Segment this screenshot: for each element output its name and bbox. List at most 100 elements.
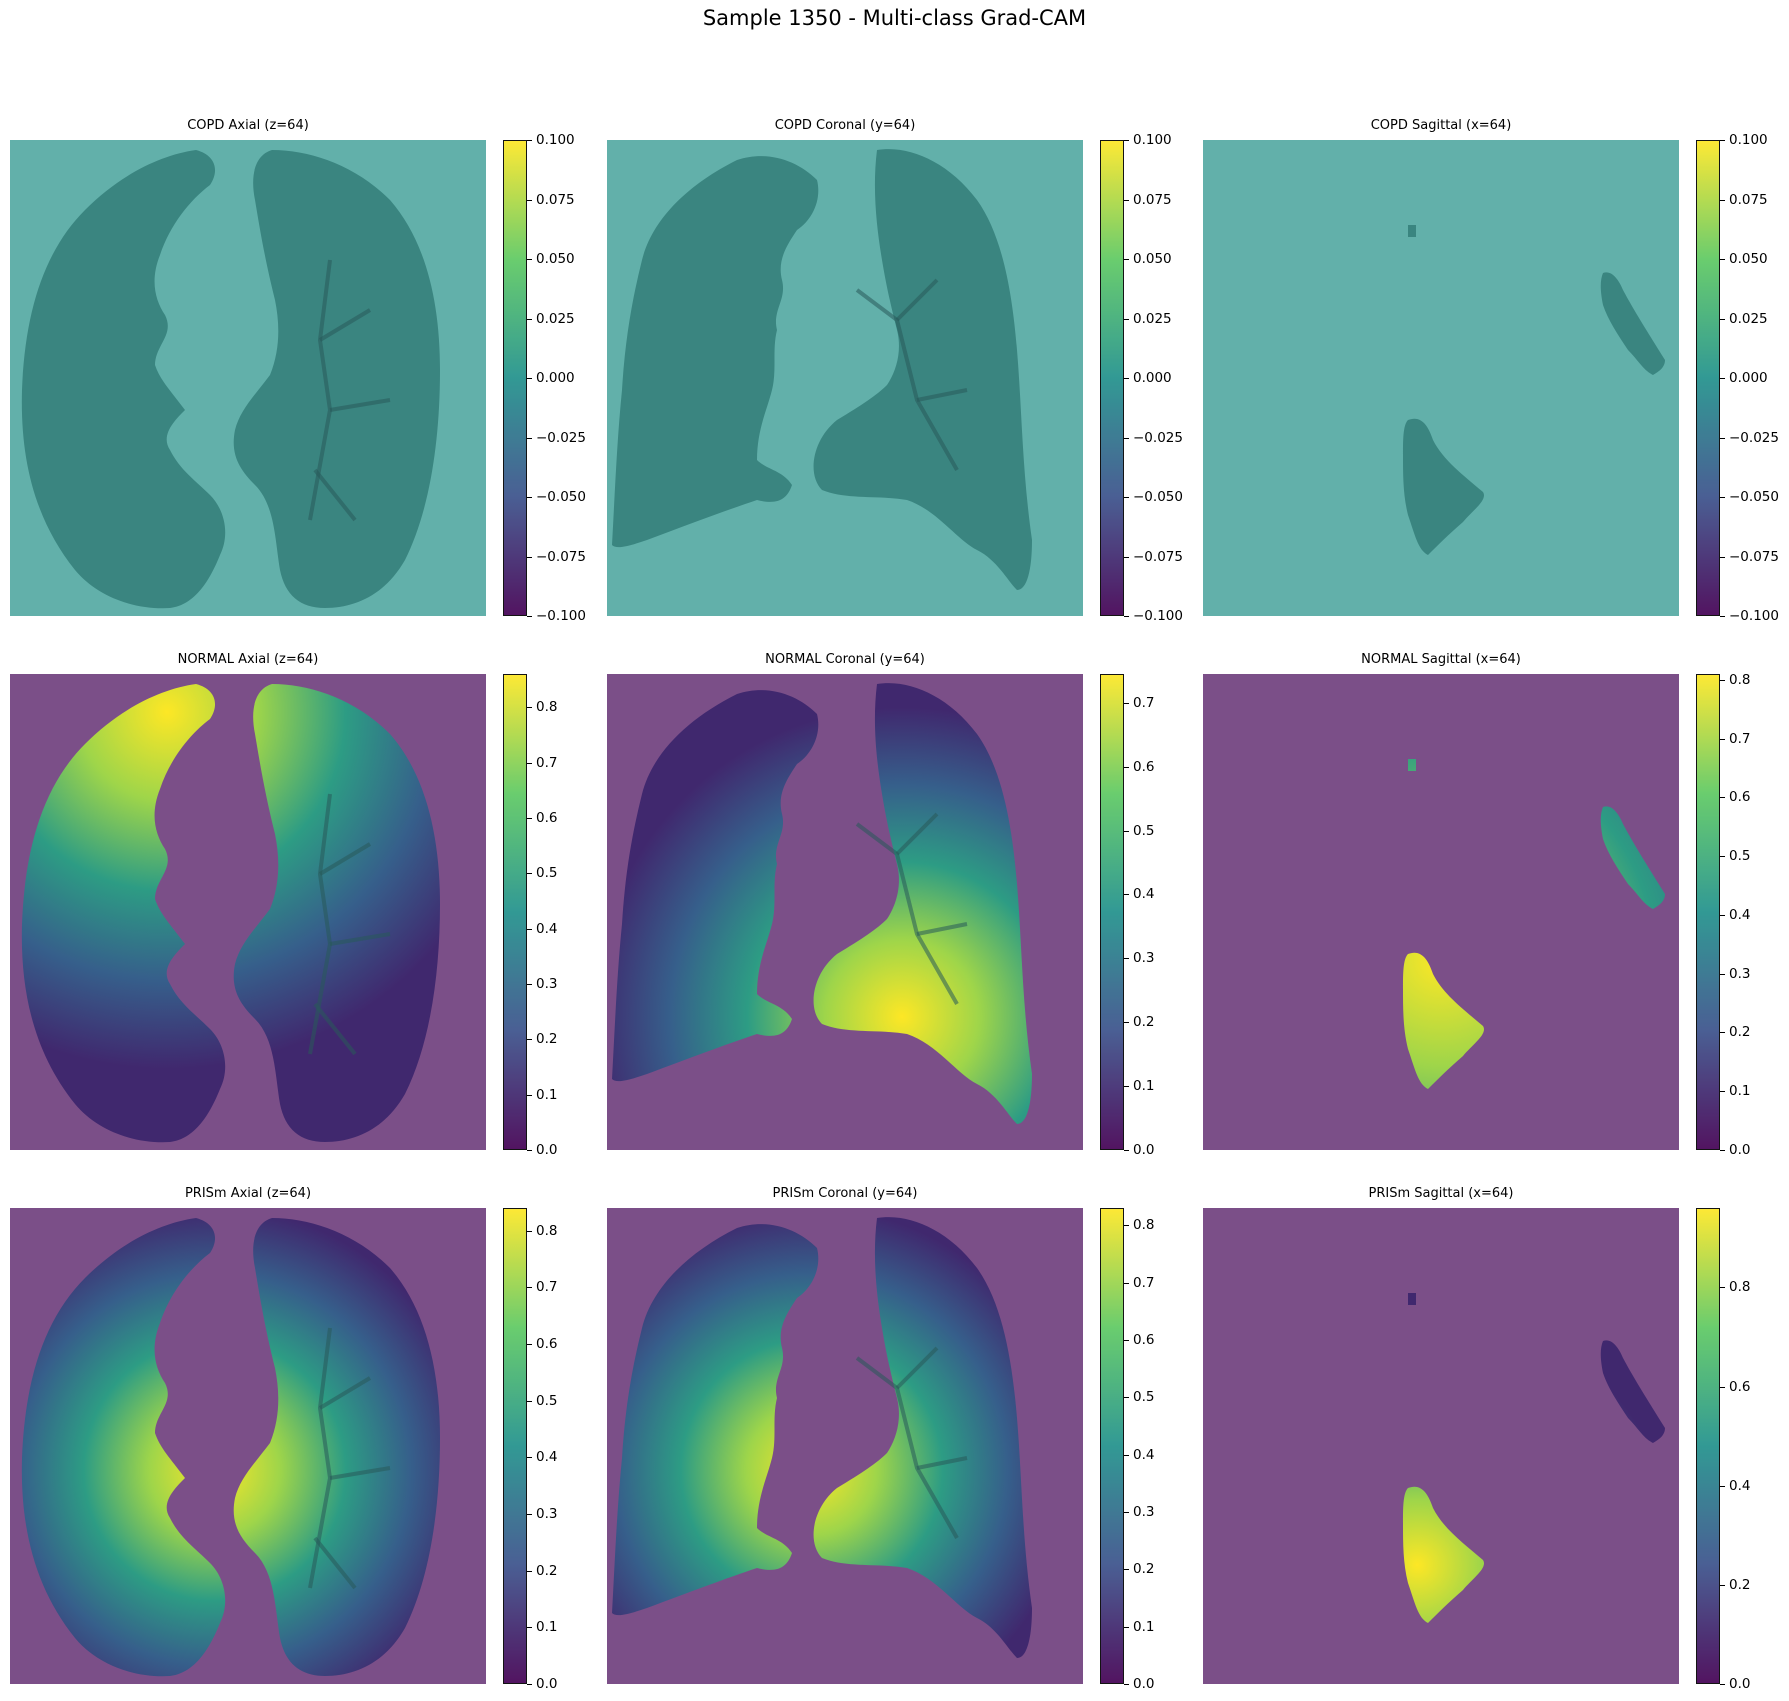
tick-mark — [1124, 497, 1129, 498]
tick-label: −0.025 — [1729, 429, 1779, 446]
tick-mark — [1720, 1150, 1725, 1151]
tick-label: 0.025 — [1729, 310, 1768, 327]
colorbar — [1696, 1208, 1720, 1684]
tick-label: 0.8 — [536, 1222, 558, 1239]
tick-label: 0.5 — [1729, 848, 1751, 865]
lung-region — [21, 1218, 226, 1677]
tick-mark — [1720, 378, 1725, 379]
tick-label: −0.025 — [536, 429, 586, 446]
tick-mark — [527, 259, 532, 260]
tick-mark — [527, 817, 532, 819]
tick-label: 0.000 — [1729, 370, 1768, 386]
tick-label: −0.100 — [536, 608, 586, 624]
image-background — [1203, 674, 1679, 1150]
tick-label: −0.075 — [536, 548, 586, 565]
lung-region — [612, 690, 819, 1082]
tick-label: 0.050 — [536, 251, 575, 267]
image-background — [1203, 140, 1679, 616]
lung-region — [21, 150, 226, 609]
tick-mark — [527, 1627, 532, 1629]
tick-label: 0.4 — [1133, 886, 1155, 903]
lung-region — [612, 156, 819, 548]
colorbar — [1100, 140, 1124, 616]
lung-region — [1403, 1486, 1484, 1623]
tick-label: 0.2 — [536, 1031, 558, 1048]
lung-region — [1403, 418, 1484, 555]
tick-mark — [1720, 556, 1725, 558]
tick-mark — [1720, 1287, 1725, 1289]
tick-mark — [527, 1684, 532, 1685]
tick-mark — [527, 556, 532, 558]
tick-label: 0.3 — [536, 1506, 558, 1522]
tick-mark — [1720, 437, 1725, 439]
panel-title: COPD Sagittal (x=64) — [1370, 118, 1512, 133]
tick-mark — [527, 873, 532, 875]
tick-label: 0.1 — [536, 1619, 558, 1636]
lung-region — [612, 1224, 819, 1616]
tick-mark — [527, 616, 532, 617]
tick-mark — [1720, 259, 1725, 260]
tick-mark — [1720, 1485, 1725, 1487]
tick-mark — [527, 1514, 532, 1515]
tick-label: 0.6 — [1133, 758, 1155, 775]
tick-label: 0.075 — [1729, 191, 1768, 208]
tick-label: 0.0 — [1729, 1142, 1751, 1158]
tick-label: 0.6 — [536, 809, 558, 826]
tick-mark — [527, 1094, 532, 1096]
tick-label: 0.075 — [536, 191, 575, 208]
tick-mark — [527, 1150, 532, 1151]
tick-mark — [527, 318, 532, 320]
tick-mark — [1124, 1225, 1129, 1227]
lung-region — [813, 1217, 1032, 1658]
tick-mark — [527, 378, 532, 379]
tick-label: 0.6 — [1729, 789, 1751, 806]
image-background — [1203, 1208, 1679, 1684]
tick-mark — [1720, 1684, 1725, 1685]
tick-mark — [1124, 1511, 1129, 1513]
tick-label: 0.5 — [1133, 822, 1155, 839]
tick-mark — [527, 1344, 532, 1345]
tick-label: −0.100 — [1729, 608, 1779, 624]
colorbar — [503, 674, 527, 1150]
tick-mark — [1720, 738, 1725, 740]
tick-mark — [1124, 437, 1129, 439]
panel-title: NORMAL Axial (z=64) — [177, 652, 319, 667]
tick-mark — [1720, 1584, 1725, 1586]
colorbar — [1100, 674, 1124, 1150]
tick-label: 0.4 — [1133, 1446, 1155, 1463]
figure-title: Sample 1350 - Multi-class Grad-CAM — [702, 6, 1087, 30]
tick-mark — [1124, 199, 1129, 201]
ct-gradcam-image — [10, 1208, 486, 1684]
ct-gradcam-image — [1203, 1208, 1679, 1684]
lung-region — [813, 683, 1032, 1124]
colorbar — [503, 140, 527, 616]
tick-mark — [1720, 797, 1725, 799]
tick-label: 0.1 — [536, 1086, 558, 1103]
tick-mark — [1720, 1386, 1725, 1388]
panel-title: COPD Coronal (y=64) — [774, 118, 916, 133]
ct-gradcam-image — [1203, 674, 1679, 1150]
tick-label: 0.7 — [536, 754, 558, 771]
tick-mark — [1124, 378, 1129, 379]
tick-mark — [527, 497, 532, 498]
tick-label: −0.050 — [1133, 489, 1183, 505]
lung-region — [1600, 806, 1665, 909]
tick-mark — [1124, 1626, 1129, 1628]
tick-mark — [1124, 1339, 1129, 1341]
tick-mark — [1124, 616, 1129, 617]
tick-label: 0.0 — [1133, 1142, 1155, 1158]
tick-label: 0.6 — [1133, 1331, 1155, 1348]
tick-mark — [1124, 140, 1129, 141]
tick-label: 0.025 — [1133, 310, 1172, 327]
tick-label: 0.100 — [1133, 132, 1172, 148]
tick-mark — [1124, 1397, 1129, 1399]
tick-mark — [1720, 616, 1725, 617]
tick-mark — [1124, 830, 1129, 832]
tick-mark — [1124, 1684, 1129, 1685]
tick-mark — [1720, 199, 1725, 201]
tick-label: 0.2 — [1729, 1024, 1751, 1041]
lung-region — [1600, 1340, 1665, 1443]
tick-mark — [1720, 679, 1725, 681]
tick-label: 0.100 — [1729, 132, 1768, 148]
tick-label: 0.0 — [1729, 1676, 1751, 1692]
